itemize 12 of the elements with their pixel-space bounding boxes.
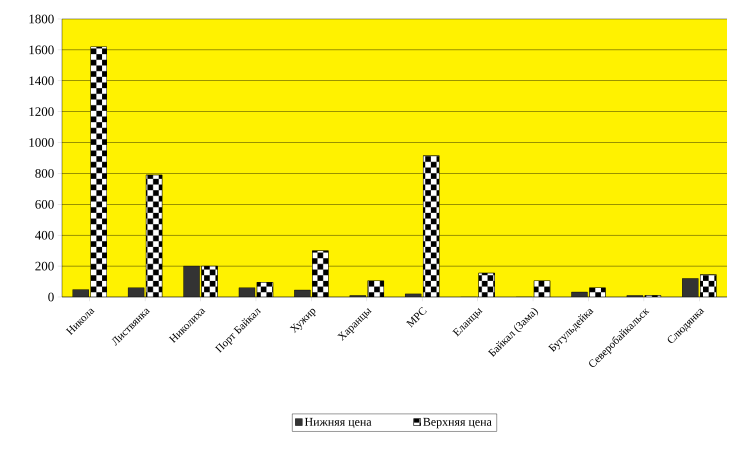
y-tick-label: 1400 [29, 76, 54, 86]
legend-label: Нижняя цена [304, 418, 372, 428]
y-tick-label: 1200 [29, 107, 54, 116]
y-tick-label: 1000 [29, 138, 54, 147]
y-tick-label: 800 [35, 169, 54, 178]
y-tick-label: 200 [35, 262, 54, 270]
y-tick-label: 1600 [29, 46, 54, 54]
y-tick-label: 600 [35, 200, 54, 209]
y-tick-label: 1800 [29, 14, 54, 24]
y-tick-label: 0 [48, 292, 54, 302]
legend-label: Верхняя цена [423, 418, 492, 428]
y-tick-label: 400 [35, 230, 54, 240]
